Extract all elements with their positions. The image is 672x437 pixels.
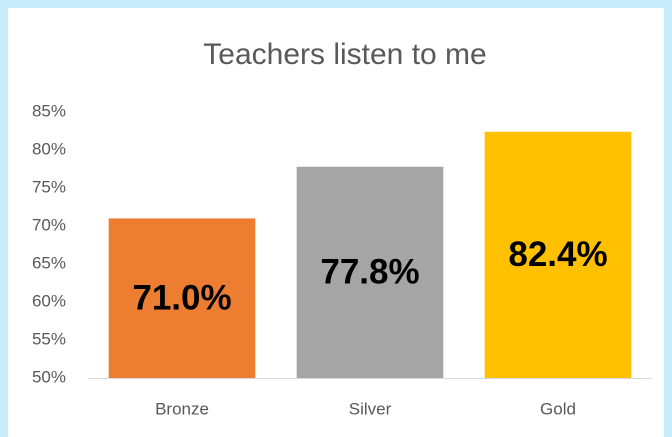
data-label: 82.4%: [508, 235, 607, 274]
x-tick-label: Silver: [349, 399, 392, 418]
y-tick-label: 85%: [32, 101, 66, 120]
y-tick-label: 75%: [32, 177, 66, 196]
chart-title: Teachers listen to me: [203, 38, 486, 71]
y-tick-label: 50%: [32, 367, 66, 386]
y-tick-label: 55%: [32, 329, 66, 348]
bar: [484, 131, 632, 378]
x-tick-label: Bronze: [155, 399, 209, 418]
y-tick-label: 60%: [32, 291, 66, 310]
data-label: 77.8%: [320, 253, 419, 292]
y-tick-label: 65%: [32, 253, 66, 272]
y-tick-label: 70%: [32, 215, 66, 234]
bar: [296, 166, 444, 378]
data-label: 71.0%: [132, 278, 231, 317]
x-tick-label: Gold: [540, 399, 576, 418]
y-tick-label: 80%: [32, 139, 66, 158]
bar: [108, 218, 256, 378]
